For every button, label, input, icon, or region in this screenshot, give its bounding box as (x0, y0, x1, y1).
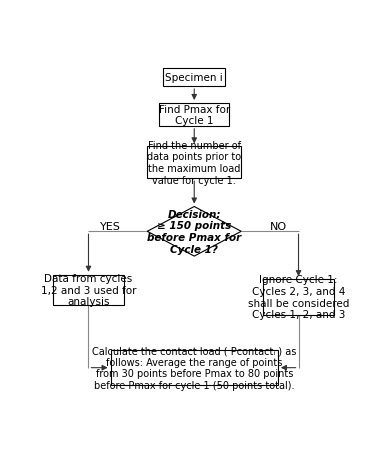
Text: Find Pmax for
Cycle 1: Find Pmax for Cycle 1 (159, 104, 230, 126)
Polygon shape (147, 207, 241, 257)
FancyBboxPatch shape (111, 350, 278, 386)
Text: Data from cycles
1,2 and 3 used for
analysis: Data from cycles 1,2 and 3 used for anal… (41, 274, 136, 307)
Text: YES: YES (100, 222, 121, 231)
Text: NO: NO (269, 222, 287, 231)
Text: Ignore Cycle 1:
Cycles 2, 3, and 4
shall be considered
Cycles 1, 2, and 3: Ignore Cycle 1: Cycles 2, 3, and 4 shall… (248, 275, 349, 319)
Text: Calculate the contact load ( Pcontactᵢ ) as
follows: Average the range of points: Calculate the contact load ( Pcontactᵢ )… (92, 346, 296, 390)
FancyBboxPatch shape (263, 280, 334, 315)
FancyBboxPatch shape (163, 69, 225, 87)
FancyBboxPatch shape (147, 147, 241, 179)
Text: Decision:
≥ 150 points
before Pmax for
Cycle 1?: Decision: ≥ 150 points before Pmax for C… (147, 209, 241, 254)
Text: Specimen i: Specimen i (165, 73, 223, 83)
FancyBboxPatch shape (53, 275, 124, 305)
FancyBboxPatch shape (159, 104, 230, 127)
Text: Find the number of
data points prior to
the maximum load
value for cycle 1.: Find the number of data points prior to … (147, 140, 241, 185)
